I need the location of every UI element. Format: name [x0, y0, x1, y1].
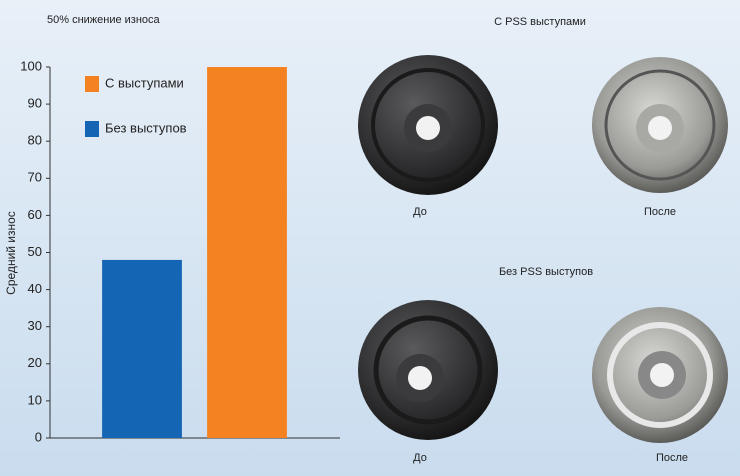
photo-caption: После: [656, 452, 688, 464]
photo-caption: До: [413, 452, 427, 464]
legend-swatch: [85, 76, 99, 92]
photo-caption: До: [413, 206, 427, 218]
photo-title: С PSS выступами: [494, 16, 586, 28]
chart-title: 50% снижение износа: [47, 14, 161, 26]
y-tick-label: 80: [28, 133, 42, 148]
legend-label: С выступами: [105, 75, 184, 90]
legend-swatch: [85, 121, 99, 137]
y-tick-label: 20: [28, 355, 42, 370]
y-tick-label: 70: [28, 170, 42, 185]
y-axis-label: Средний износ: [4, 211, 18, 295]
y-tick-label: 100: [20, 58, 42, 73]
y-tick-label: 30: [28, 318, 42, 333]
y-tick-label: 60: [28, 207, 42, 222]
bar: [207, 67, 287, 438]
photo-caption: После: [644, 206, 676, 218]
y-tick-label: 90: [28, 96, 42, 111]
bar: [102, 259, 182, 438]
photo-with-after: [592, 57, 728, 193]
y-tick-label: 50: [28, 244, 42, 259]
y-tick-label: 0: [35, 429, 42, 444]
photo-without-before: [358, 300, 498, 440]
y-tick-label: 40: [28, 281, 42, 296]
y-tick-label: 10: [28, 392, 42, 407]
legend-label: Без выступов: [105, 120, 187, 135]
photo-title: Без PSS выступов: [499, 266, 593, 278]
photo-without-after: [592, 307, 728, 443]
photo-with-before: [358, 55, 498, 195]
